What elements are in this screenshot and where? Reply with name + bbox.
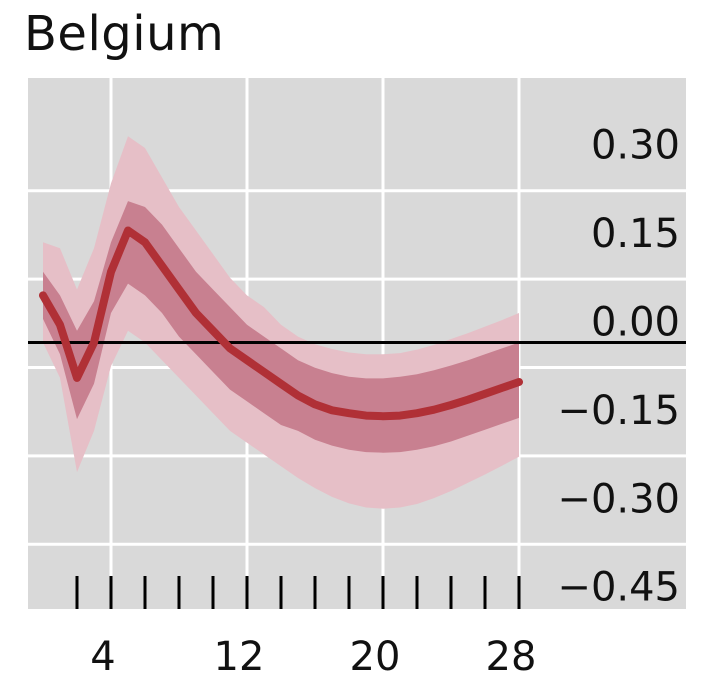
x-tick-label-2: 20 — [350, 634, 401, 679]
x-tick-marks — [75, 576, 521, 609]
y-tick-label-1: 0.15 — [591, 211, 680, 257]
x-tick-label-1: 12 — [214, 634, 265, 679]
y-tick-label-3: −0.15 — [557, 388, 680, 434]
x-tick-labels: 4 12 20 28 — [90, 634, 536, 679]
y-tick-label-0: 0.30 — [591, 123, 680, 169]
x-tick-label-3: 28 — [486, 634, 537, 679]
y-tick-label-4: −0.30 — [557, 476, 680, 522]
y-tick-label-2: 0.00 — [591, 300, 680, 346]
median-line — [39, 226, 523, 421]
chart-title: Belgium — [24, 6, 225, 62]
y-tick-labels: 0.30 0.15 0.00 −0.15 −0.30 −0.45 — [557, 123, 680, 611]
y-tick-label-5: −0.45 — [557, 565, 680, 611]
x-tick-label-0: 4 — [90, 634, 115, 679]
